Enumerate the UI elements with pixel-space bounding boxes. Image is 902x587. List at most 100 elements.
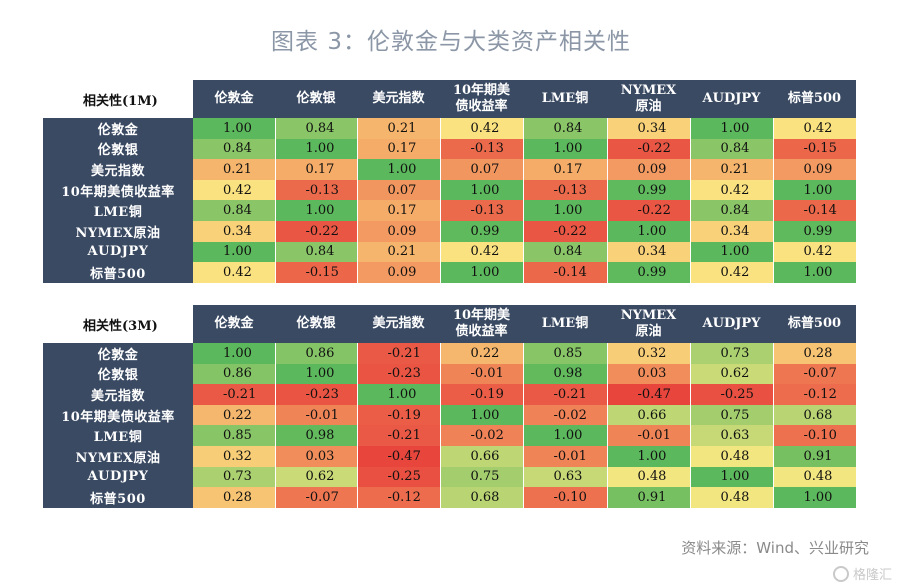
row-header: 标普500	[43, 262, 193, 283]
heatmap-cell: -0.15	[275, 262, 358, 283]
row-header: LME铜	[43, 200, 193, 221]
table-row: NYMEX原油 0.34 -0.22 0.09 0.99 -0.22 1.00 0.34 0.9…	[43, 220, 857, 242]
heatmap-cell: -0.47	[357, 445, 441, 467]
heatmap-cell: 0.48	[690, 487, 774, 508]
row-header: AUDJPY	[43, 241, 193, 263]
column-header: LME铜	[523, 80, 607, 118]
heatmap-cell: -0.14	[523, 262, 608, 283]
heatmap-cell: 0.42	[193, 262, 276, 283]
heatmap-cell: 0.84	[193, 200, 276, 221]
column-header: AUDJPY	[690, 80, 773, 118]
heatmap-cell: 0.48	[607, 466, 691, 488]
heatmap-cell: 1.00	[773, 487, 857, 508]
row-header: 10年期美债收益率	[43, 404, 193, 426]
heatmap-cell: 0.03	[607, 363, 691, 385]
table-row: 美元指数 -0.21 -0.23 1.00 -0.19 -0.21 -0.47 -0.25 -0…	[43, 384, 857, 405]
column-header: LME铜	[523, 305, 607, 343]
heatmap-cell: -0.13	[440, 200, 524, 221]
heatmap-cell: -0.12	[773, 384, 857, 405]
watermark: 格隆汇	[832, 564, 892, 583]
heatmap-cell: -0.01	[607, 425, 691, 446]
heatmap-cell: 0.07	[440, 159, 524, 180]
heatmap-cell: -0.23	[357, 363, 441, 385]
heatmap-cell: 0.84	[193, 138, 276, 160]
column-header: 标普500	[773, 305, 856, 343]
heatmap-cell: 0.17	[275, 159, 358, 180]
heatmap-cell: 0.17	[357, 138, 441, 160]
heatmap-cell: 1.00	[773, 262, 857, 283]
heatmap-cell: 0.84	[523, 241, 608, 263]
heatmap-cell: 1.00	[193, 241, 276, 263]
column-header: AUDJPY	[690, 305, 773, 343]
heatmap-cell: -0.21	[357, 425, 441, 446]
heatmap-cell: 0.85	[193, 425, 276, 446]
heatmap-cell: 0.09	[773, 159, 857, 180]
heatmap-cell: -0.19	[440, 384, 524, 405]
row-header: 标普500	[43, 487, 193, 508]
heatmap-cell: 1.00	[607, 445, 691, 467]
heatmap-cell: 0.99	[607, 179, 691, 201]
heatmap-cell: -0.02	[440, 425, 524, 446]
heatmap-cell: -0.21	[193, 384, 276, 405]
row-header: LME铜	[43, 425, 193, 446]
heatmap-cell: 1.00	[275, 363, 358, 385]
heatmap-cell: 0.86	[193, 363, 276, 385]
heatmap-cell: 1.00	[357, 159, 441, 180]
row-header: 美元指数	[43, 384, 193, 405]
table-row: 10年期美债收益率 0.42 -0.13 0.07 1.00 -0.13 0.99 0.42 1…	[43, 179, 857, 201]
heatmap-cell: -0.02	[523, 404, 608, 426]
heatmap-cell: 1.00	[690, 241, 774, 263]
heatmap-cell: 0.75	[690, 404, 774, 426]
heatmap-cell: 1.00	[607, 220, 691, 242]
heatmap-cell: 0.85	[523, 343, 608, 364]
heatmap-cell: -0.01	[523, 445, 608, 467]
heatmap-cell: 0.09	[357, 262, 441, 283]
heatmap-cell: 0.98	[275, 425, 358, 446]
column-header: 标普500	[773, 80, 856, 118]
heatmap-cell: 0.99	[773, 220, 857, 242]
heatmap-cell: 0.98	[523, 363, 608, 385]
table-row: 美元指数 0.21 0.17 1.00 0.07 0.17 0.09 0.21 0.09	[43, 159, 857, 180]
heatmap-cell: -0.14	[773, 200, 857, 221]
heatmap-cell: 0.21	[357, 241, 441, 263]
column-header: NYMEX 原油	[607, 80, 690, 118]
column-header: 10年期美 债收益率	[440, 80, 523, 118]
watermark-text: 格隆汇	[852, 568, 892, 583]
heatmap-cell: 1.00	[690, 466, 774, 488]
heatmap-cell: 1.00	[440, 262, 524, 283]
heatmap-cell: 0.42	[440, 241, 524, 263]
heatmap-cell: 1.00	[440, 404, 524, 426]
heatmap-cell: -0.22	[275, 220, 358, 242]
heatmap-cell: 1.00	[690, 118, 774, 139]
table-row: AUDJPY 0.73 0.62 -0.25 0.75 0.63 0.48 1.00 0.48	[43, 466, 857, 488]
row-header: 伦敦银	[43, 138, 193, 160]
heatmap-cell: -0.07	[275, 487, 358, 508]
heatmap-cell: 0.09	[607, 159, 691, 180]
heatmap-cell: 0.17	[357, 200, 441, 221]
heatmap-cell: 0.91	[607, 487, 691, 508]
row-header: NYMEX原油	[43, 220, 193, 242]
heatmap-cell: 0.63	[523, 466, 608, 488]
table-row: 伦敦金 1.00 0.84 0.21 0.42 0.84 0.34 1.00 0.42	[43, 118, 857, 139]
heatmap-cell: 1.00	[357, 384, 441, 405]
column-header: 美元指数	[357, 305, 440, 343]
heatmap-cell: 0.84	[690, 138, 774, 160]
heatmap-cell: -0.25	[357, 466, 441, 488]
heatmap-cell: 0.34	[193, 220, 276, 242]
heatmap-cell: 0.68	[773, 404, 857, 426]
column-header: 伦敦银	[275, 80, 357, 118]
column-header: 伦敦金	[193, 80, 275, 118]
heatmap-cell: 0.21	[193, 159, 276, 180]
heatmap-cell: 0.66	[607, 404, 691, 426]
table-row: 标普500 0.28 -0.07 -0.12 0.68 -0.10 0.91 0.48 1.00	[43, 487, 857, 508]
heatmap-cell: -0.23	[275, 384, 358, 405]
heatmap-cell: 0.42	[773, 118, 857, 139]
heatmap-cell: 0.09	[357, 220, 441, 242]
table-corner-label: 相关性(1M)	[43, 80, 193, 118]
heatmap-cell: -0.13	[440, 138, 524, 160]
column-header: 美元指数	[357, 80, 440, 118]
heatmap-cell: -0.21	[357, 343, 441, 364]
heatmap-cell: 1.00	[523, 138, 608, 160]
heatmap-cell: 0.21	[690, 159, 774, 180]
table-row: LME铜 0.84 1.00 0.17 -0.13 1.00 -0.22 0.84 -0.14	[43, 200, 857, 221]
